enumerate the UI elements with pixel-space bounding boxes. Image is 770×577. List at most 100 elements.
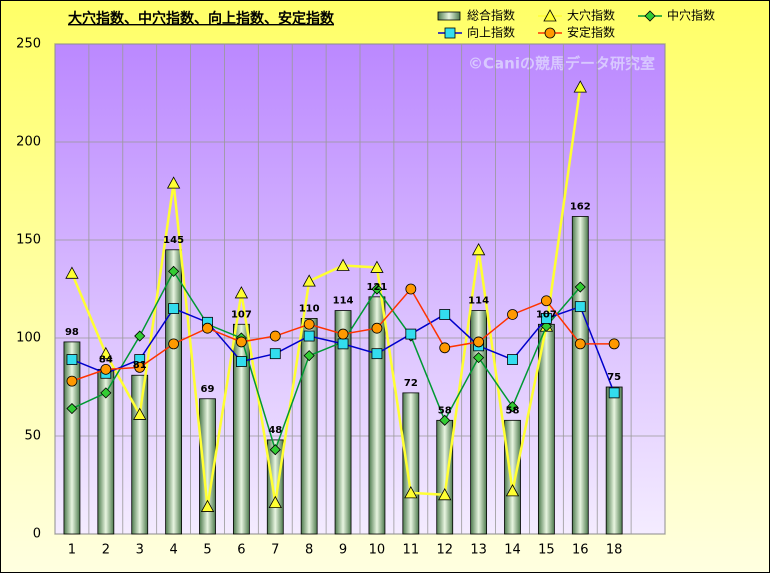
chart-title: 大穴指数、中穴指数、向上指数、安定指数 <box>68 10 335 27</box>
data-label: 81 <box>133 360 147 371</box>
marker <box>404 486 418 499</box>
marker <box>337 328 349 340</box>
x-tick-label: 18 <box>606 543 623 558</box>
marker <box>471 242 486 256</box>
marker <box>303 350 315 362</box>
x-tick-label: 7 <box>271 543 279 558</box>
series-line <box>70 86 582 507</box>
marker <box>202 322 213 334</box>
data-label: 69 <box>201 384 215 395</box>
marker <box>371 322 383 334</box>
marker <box>473 352 485 364</box>
marker <box>303 318 315 330</box>
data-label: 114 <box>468 296 489 307</box>
data-label: 48 <box>268 425 282 436</box>
y-tick-label: 100 <box>16 331 41 346</box>
marker <box>507 309 518 320</box>
bar <box>436 419 454 535</box>
bar <box>605 386 623 535</box>
marker <box>573 80 587 93</box>
marker <box>574 281 586 293</box>
marker <box>507 354 518 365</box>
legend-label: 大穴指数 <box>567 8 615 23</box>
legend-label: 中穴指数 <box>667 8 715 23</box>
data-label: 162 <box>570 201 591 212</box>
legend-marker <box>543 9 557 22</box>
marker <box>405 283 417 295</box>
marker <box>100 387 112 399</box>
marker <box>235 336 247 348</box>
bar <box>266 439 284 535</box>
y-tick-label: 150 <box>16 233 41 248</box>
marker <box>574 301 586 313</box>
marker <box>337 338 349 350</box>
bar <box>165 249 183 535</box>
marker <box>168 265 180 277</box>
marker <box>133 407 147 420</box>
x-tick-label: 5 <box>203 543 211 558</box>
marker <box>269 444 281 456</box>
legend-label: 安定指数 <box>567 25 615 40</box>
marker <box>405 328 417 340</box>
x-tick-label: 14 <box>504 543 521 558</box>
y-tick-label: 0 <box>33 527 41 542</box>
data-label: 110 <box>299 303 320 314</box>
marker <box>540 312 552 324</box>
marker <box>66 354 78 365</box>
bar <box>571 216 589 535</box>
legend-label: 総合指数 <box>467 8 515 23</box>
marker <box>269 348 281 360</box>
bar <box>300 317 318 535</box>
x-tick-label: 2 <box>102 543 110 558</box>
bar <box>63 341 81 535</box>
bar <box>131 374 149 535</box>
data-label: 107 <box>536 309 557 320</box>
marker <box>505 484 520 497</box>
data-label: 98 <box>65 327 79 338</box>
marker <box>166 176 181 189</box>
y-tick-label: 250 <box>16 37 41 52</box>
marker <box>268 495 282 509</box>
marker <box>66 375 78 387</box>
legend-marker <box>644 10 656 22</box>
watermark: ©Caniの競馬データ研究室 <box>468 55 655 73</box>
bar <box>232 323 250 535</box>
marker <box>168 303 180 315</box>
data-label: 75 <box>607 372 621 383</box>
marker <box>506 401 519 413</box>
legend-marker <box>544 27 556 39</box>
marker <box>302 274 316 287</box>
marker <box>439 342 451 354</box>
legend-label: 向上指数 <box>467 25 515 40</box>
marker <box>303 330 315 342</box>
series-line <box>71 269 581 453</box>
data-label: 107 <box>231 309 252 320</box>
bar <box>402 392 420 535</box>
data-label: 58 <box>438 405 452 416</box>
marker <box>235 356 247 367</box>
x-tick-label: 3 <box>136 543 144 558</box>
marker <box>371 283 383 295</box>
marker <box>66 402 78 415</box>
legend-marker <box>444 27 456 39</box>
marker <box>234 286 249 299</box>
x-tick-label: 16 <box>572 543 589 558</box>
x-tick-label: 15 <box>538 543 555 558</box>
x-tick-label: 8 <box>305 543 313 558</box>
marker <box>439 414 451 426</box>
x-tick-label: 11 <box>403 543 420 558</box>
marker <box>473 336 485 348</box>
data-label: 58 <box>506 405 520 416</box>
marker <box>336 258 350 271</box>
marker <box>439 309 451 320</box>
marker <box>608 387 620 399</box>
legend-swatch <box>437 11 461 21</box>
data-label: 114 <box>333 296 354 307</box>
x-tick-label: 6 <box>237 543 245 558</box>
marker <box>540 295 552 307</box>
marker <box>371 348 383 360</box>
marker <box>608 338 620 350</box>
marker <box>100 363 112 375</box>
x-tick-label: 12 <box>436 543 453 558</box>
marker <box>370 260 384 273</box>
